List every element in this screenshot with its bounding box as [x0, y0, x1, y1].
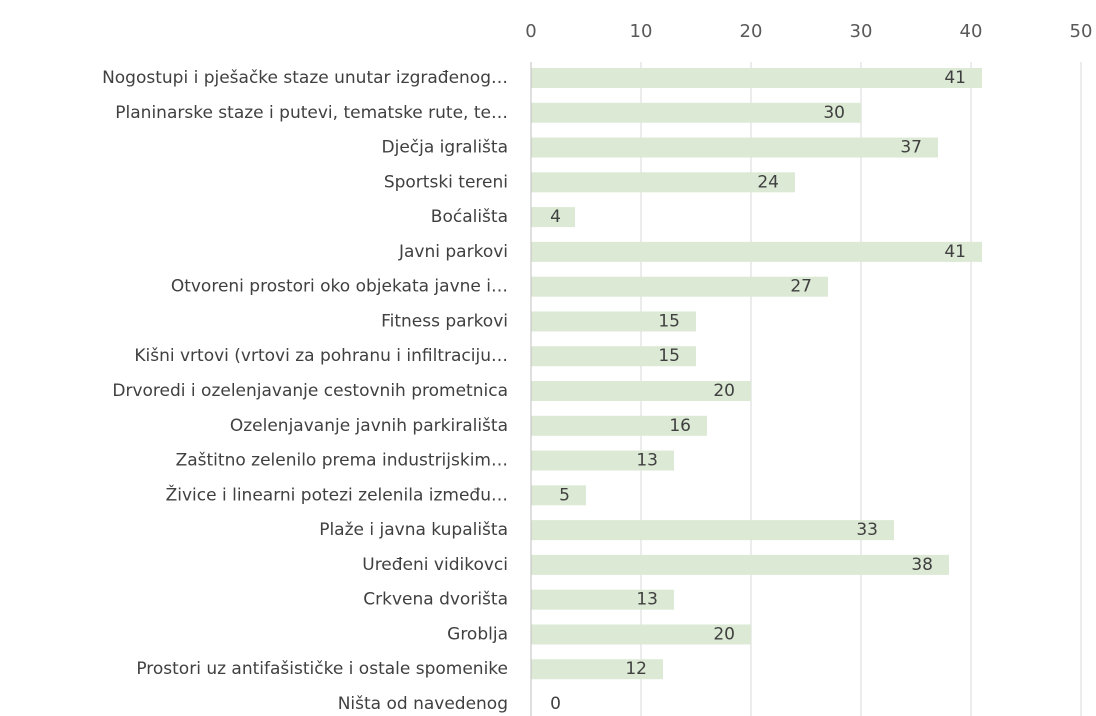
bar	[531, 624, 751, 645]
bar	[531, 381, 751, 401]
x-tick-label: 10	[630, 21, 653, 42]
value-label: 16	[669, 416, 691, 436]
value-label: 13	[636, 590, 658, 610]
bar	[531, 137, 938, 158]
bar	[531, 659, 663, 680]
y-tick-label: Javni parkovi	[398, 242, 508, 262]
y-tick-label: Boćališta	[431, 207, 508, 227]
bar	[531, 276, 828, 297]
y-tick-label: Drvoredi i ozelenjavanje cestovnih prome…	[112, 381, 508, 401]
bar	[531, 415, 707, 436]
value-label: 27	[790, 277, 812, 297]
x-tick-label: 30	[850, 21, 873, 42]
value-label: 20	[713, 381, 735, 401]
y-tick-label: Crkvena dvorišta	[363, 590, 508, 610]
value-label: 41	[944, 242, 966, 262]
bar	[531, 241, 982, 262]
value-label: 37	[900, 138, 922, 158]
y-tick-label: Dječja igrališta	[382, 138, 508, 158]
y-tick-label: Planinarske staze i putevi, tematske rut…	[115, 103, 508, 123]
bar	[531, 554, 949, 575]
y-tick-label: Nogostupi i pješačke staze unutar izgrađ…	[102, 68, 508, 88]
value-label: 20	[713, 624, 735, 644]
value-label: 15	[658, 346, 680, 366]
y-tick-label: Uređeni vidikovci	[362, 555, 508, 575]
x-tick-label: 50	[1070, 21, 1093, 42]
value-label: 41	[944, 68, 966, 88]
x-tick-label: 20	[740, 21, 763, 42]
x-tick-label: 0	[525, 21, 536, 42]
y-tick-label: Sportski tereni	[384, 172, 508, 192]
value-label: 5	[559, 485, 570, 505]
value-label: 30	[823, 103, 845, 123]
y-tick-label: Otvoreni prostori oko objekata javne i…	[171, 277, 508, 297]
value-label: 0	[550, 694, 561, 714]
bar	[531, 68, 982, 88]
bar	[531, 207, 575, 228]
y-tick-label: Ozelenjavanje javnih parkirališta	[230, 416, 508, 436]
bar	[531, 346, 696, 367]
y-tick-label: Zaštitno zelenilo prema industrijskim…	[176, 451, 508, 471]
y-tick-label: Fitness parkovi	[381, 311, 508, 331]
value-label: 13	[636, 451, 658, 471]
value-label: 38	[911, 555, 933, 575]
y-tick-label: Živice i linearni potezi zelenila između…	[166, 483, 508, 505]
y-tick-label: Plaže i javna kupališta	[319, 520, 508, 540]
value-label: 12	[625, 659, 647, 679]
value-label: 33	[856, 520, 878, 540]
value-label: 15	[658, 311, 680, 331]
bar	[531, 172, 795, 193]
bar	[531, 450, 674, 471]
y-tick-label: Kišni vrtovi (vrtovi za pohranu i infilt…	[134, 346, 508, 366]
bar	[531, 589, 674, 610]
bar	[531, 311, 696, 332]
y-tick-label: Prostori uz antifašističke i ostale spom…	[136, 659, 508, 679]
y-tick-label: Ništa od navedenog	[338, 694, 508, 714]
bar	[531, 520, 894, 541]
x-tick-label: 40	[960, 21, 983, 42]
y-tick-label: Groblja	[447, 624, 508, 644]
value-label: 4	[550, 207, 561, 227]
bar	[531, 485, 586, 506]
bar	[531, 102, 861, 123]
value-label: 24	[757, 172, 779, 192]
